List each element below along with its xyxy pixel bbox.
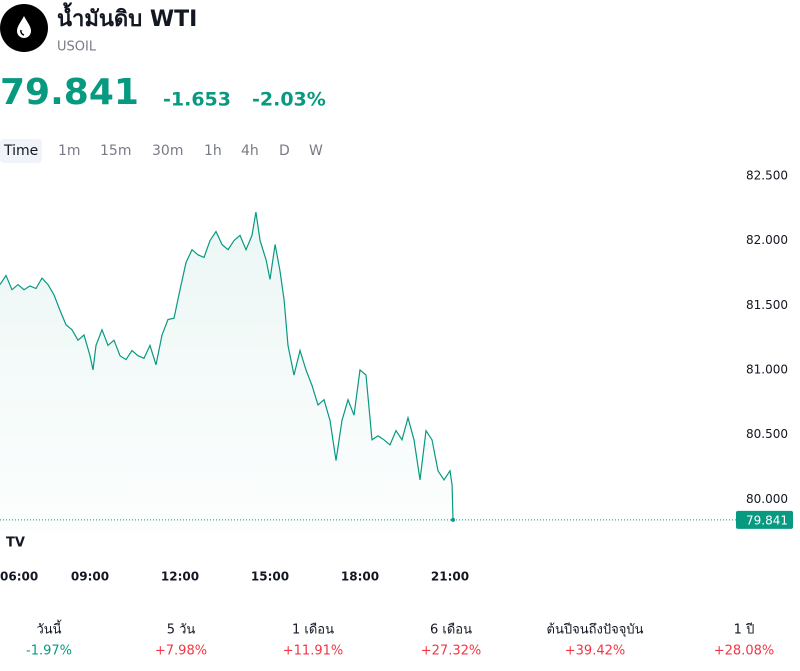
interval-button[interactable]: 15m — [100, 143, 131, 159]
period-label: 6 เดือน — [430, 622, 472, 638]
period-change: +27.32% — [421, 644, 481, 659]
period-change: +7.98% — [155, 644, 207, 659]
interval-button[interactable]: 4h — [241, 143, 259, 159]
symbol: USOIL — [57, 40, 97, 55]
period-label: ต้นปีจนถึงปัจจุบัน — [547, 622, 644, 638]
x-tick-label: 06:00 — [0, 570, 38, 584]
logo-shine — [20, 29, 25, 36]
x-tick-label: 18:00 — [341, 570, 379, 584]
x-tick-label: 21:00 — [431, 570, 469, 584]
period-label: 1 ปี — [734, 622, 755, 638]
period-change: +39.42% — [565, 644, 625, 659]
interval-button[interactable]: 30m — [152, 143, 183, 159]
period-change: -1.97% — [26, 644, 72, 659]
title: น้ำมันดิบ WTI — [57, 2, 197, 32]
x-tick-label: 15:00 — [251, 570, 289, 584]
interval-button[interactable]: 1m — [58, 143, 81, 159]
y-tick-label: 80.000 — [746, 492, 788, 506]
period-label: วันนี้ — [36, 620, 62, 638]
last-point — [451, 517, 455, 522]
interval-active-bg — [0, 139, 42, 163]
interval-button[interactable]: D — [279, 143, 290, 159]
y-tick-label: 82.500 — [746, 168, 788, 182]
area — [0, 212, 453, 531]
change: -1.653 — [163, 89, 231, 111]
last-price-tag — [736, 510, 793, 529]
period-change: +11.91% — [283, 644, 343, 659]
change-percent: -2.03% — [252, 89, 326, 111]
x-tick-label: 09:00 — [71, 570, 109, 584]
interval-button[interactable]: W — [309, 143, 323, 159]
period-change: +28.08% — [714, 644, 774, 659]
interval-button[interactable]: Time — [3, 143, 38, 159]
price: 79.841 — [0, 72, 139, 113]
price-line — [0, 212, 454, 520]
y-tick-label: 81.000 — [746, 362, 788, 376]
period-label: 1 เดือน — [292, 622, 334, 638]
last-price-label: 79.841 — [746, 513, 788, 527]
y-tick-label: 82.000 — [746, 233, 788, 247]
interval-button[interactable]: 1h — [204, 143, 222, 159]
y-tick-label: 80.500 — [746, 427, 788, 441]
x-tick-label: 12:00 — [161, 570, 199, 584]
tv-logo: TV — [2, 530, 30, 554]
y-tick-label: 81.500 — [746, 298, 788, 312]
period-label: 5 วัน — [167, 623, 196, 638]
svg-text:TV: TV — [6, 536, 25, 551]
